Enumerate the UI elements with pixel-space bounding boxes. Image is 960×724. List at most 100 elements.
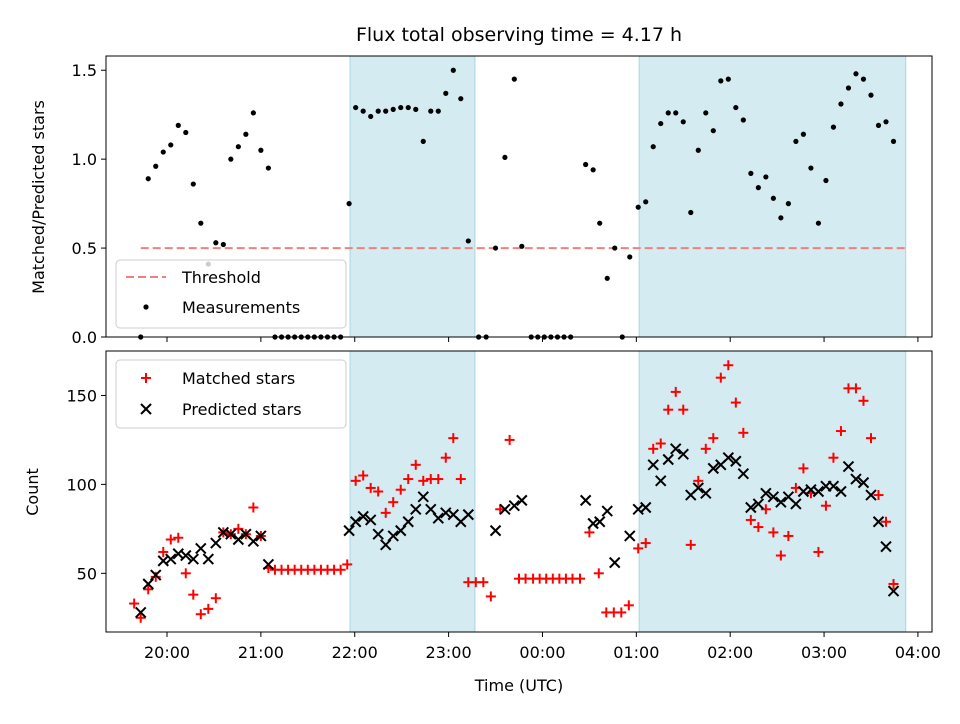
predicted-star-point [880, 540, 892, 553]
measurement-point [228, 156, 234, 162]
measurement-point [635, 204, 641, 210]
matched-star-point [685, 539, 696, 550]
measurement-point [658, 120, 664, 127]
predicted-star-point [372, 528, 384, 540]
predicted-star-point [775, 496, 787, 508]
matched-star-point [143, 584, 154, 595]
predicted-star-point [767, 491, 780, 503]
predicted-star-point [417, 491, 429, 503]
measurement-point [390, 106, 396, 112]
matched-star-point [485, 591, 496, 602]
predicted-star-point [225, 528, 237, 540]
matched-star-point [188, 589, 199, 600]
matched-star-point [410, 459, 421, 470]
predicted-star-point [402, 516, 414, 528]
matched-star-point [663, 404, 674, 415]
measurement-point [755, 185, 761, 191]
y-tick-label: 1.5 [72, 61, 97, 80]
measurement-point [168, 142, 174, 148]
matched-star-point [678, 404, 689, 415]
measurement-point [612, 245, 618, 251]
measurement-point [680, 119, 686, 125]
predicted-star-point [670, 443, 682, 455]
matched-star-point [783, 530, 794, 541]
predicted-star-point [387, 530, 399, 542]
matched-star-point [640, 538, 651, 549]
predicted-star-point [357, 510, 369, 523]
matched-star-point [373, 486, 384, 497]
shaded-interval [638, 350, 907, 633]
predicted-star-point [647, 459, 659, 471]
measurement-point [175, 122, 181, 128]
measurement-point [643, 199, 649, 205]
predicted-star-point [865, 489, 877, 501]
matched-star-point [820, 500, 831, 511]
measurement-point [883, 119, 889, 125]
measurement-point [153, 163, 159, 169]
matched-star-point [210, 593, 221, 604]
matched-star-point [388, 497, 399, 508]
measurement-point [590, 167, 596, 173]
top-legend: Threshold Measurements [115, 259, 347, 329]
matched-star-point [380, 507, 391, 518]
predicted-star-point [462, 508, 475, 521]
measurement-point [420, 138, 426, 144]
predicted-star-point [707, 462, 720, 475]
measurement-point [265, 165, 271, 171]
legend-predicted-swatch [140, 403, 152, 415]
measurement-point [465, 238, 471, 244]
matched-star-point [403, 474, 414, 485]
measurement-point [502, 154, 508, 160]
predicted-star-point [677, 448, 689, 460]
predicted-star-point [655, 475, 667, 487]
predicted-star-point [187, 553, 200, 565]
matched-star-point [478, 577, 489, 588]
predicted-star-point [887, 585, 900, 597]
x-tick-label: 00:00 [519, 643, 565, 662]
measurement-point [346, 201, 352, 207]
top-panel: 0.0 0.5 1.0 1.5 Matched/Predicted stars Thr… [29, 55, 933, 347]
predicted-star-point [857, 476, 870, 489]
measurement-point [627, 254, 633, 260]
matched-star-point [129, 598, 140, 609]
measurement-point [793, 138, 799, 144]
measurement-point [250, 110, 256, 116]
matched-star-point [440, 452, 451, 463]
predicted-star-point [516, 494, 528, 507]
y-tick-label: 1.0 [72, 150, 97, 169]
matched-star-point [165, 534, 176, 545]
predicted-star-point [640, 501, 652, 514]
matched-star-point [584, 527, 595, 538]
measurement-point [800, 131, 807, 137]
predicted-star-point [601, 505, 613, 517]
measurement-point [519, 243, 525, 249]
predicted-star-point [343, 524, 355, 537]
matched-star-point [730, 397, 741, 408]
measurement-point [213, 240, 219, 246]
measurement-point [763, 174, 769, 180]
measurement-point [198, 220, 204, 226]
legend-measurements-swatch [143, 304, 149, 310]
matched-star-point [575, 573, 586, 584]
matched-star-point [135, 612, 146, 623]
measurement-point [688, 209, 694, 216]
matched-star-point [700, 443, 711, 454]
matched-star-point [888, 578, 899, 589]
measurement-point [748, 170, 754, 176]
predicted-star-point [752, 498, 765, 510]
measurement-point [145, 176, 151, 182]
matched-star-point [248, 502, 259, 513]
matched-star-point [813, 546, 824, 557]
bottom-plot-frame [105, 350, 933, 633]
predicted-star-point [508, 500, 521, 512]
measurement-point [604, 275, 610, 281]
matched-star-point [723, 360, 734, 371]
matched-star-point [753, 522, 764, 533]
matched-star-point [593, 568, 604, 579]
measurement-point [511, 76, 517, 82]
legend-measurements-label: Measurements [182, 298, 300, 317]
measurement-point [583, 161, 589, 168]
matched-star-point [881, 516, 892, 527]
x-tick-label: 02:00 [707, 643, 753, 662]
